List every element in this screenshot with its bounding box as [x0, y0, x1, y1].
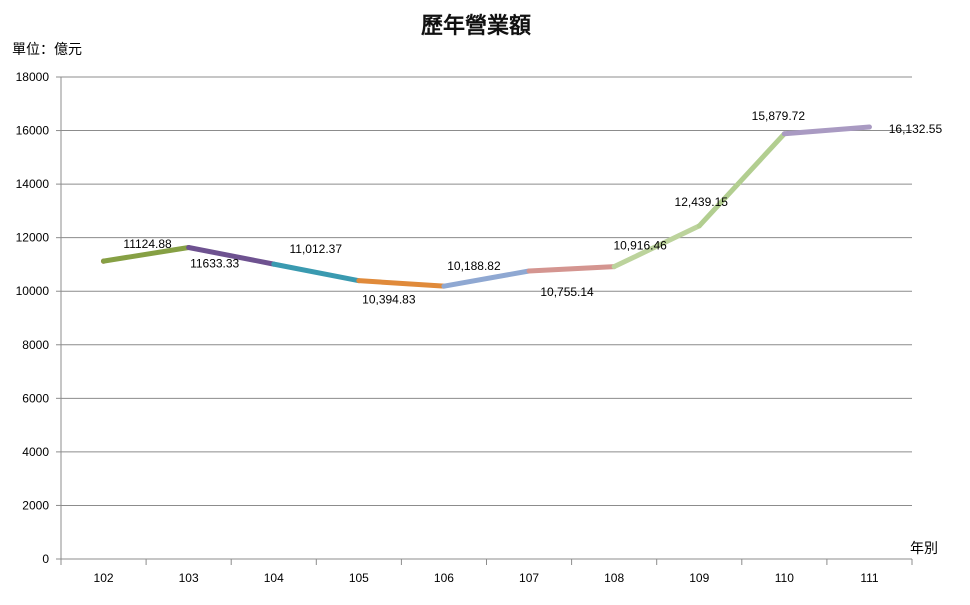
data-label: 10,916.46: [613, 239, 667, 253]
y-tick-label: 4000: [22, 445, 49, 459]
data-label: 12,439.15: [675, 195, 729, 209]
x-tick-label: 104: [264, 571, 284, 585]
y-tick-label: 10000: [16, 284, 50, 298]
data-label: 10,188.82: [447, 259, 501, 273]
x-tick-label: 110: [775, 571, 794, 585]
x-axis-label: 年別: [910, 541, 938, 557]
x-tick-label: 111: [860, 571, 879, 585]
chart-title: 歷年營業額: [421, 13, 531, 39]
line-segment: [441, 268, 532, 289]
revenue-series: [100, 124, 872, 289]
y-tick-label: 18000: [16, 70, 50, 84]
x-tick-label: 105: [349, 571, 369, 585]
y-tick-label: 8000: [22, 338, 49, 352]
line-segment: [186, 244, 277, 267]
y-tick-label: 6000: [22, 391, 49, 405]
y-axis-unit-label: 單位：億元: [12, 42, 82, 58]
line-segment: [696, 131, 787, 229]
x-tick-label: 107: [519, 571, 539, 585]
line-segment: [356, 278, 447, 289]
x-tick-label: 102: [94, 571, 114, 585]
data-label: 11,012.37: [290, 242, 343, 256]
line-segment: [611, 223, 702, 270]
line-segment: [526, 264, 617, 274]
data-label: 10,755.14: [540, 285, 594, 299]
x-tick-label: 103: [179, 571, 199, 585]
line-segment: [101, 244, 192, 264]
y-tick-label: 12000: [16, 231, 50, 245]
y-tick-label: 2000: [22, 498, 49, 512]
data-label: 11633.33: [190, 256, 239, 270]
data-labels: 11124.88 11633.33 11,012.37 10,394.83 10,188…: [123, 109, 942, 307]
line-segment: [271, 261, 362, 284]
x-tick-label: 109: [689, 571, 709, 585]
gridlines: [61, 76, 912, 506]
line-segment: [781, 124, 872, 137]
x-tick-labels: 102 103 104 105 106 107 108 109 110 111: [94, 571, 879, 585]
data-label: 16,132.55: [889, 122, 943, 136]
y-tick-label: 16000: [16, 124, 50, 138]
axes: [56, 76, 913, 565]
y-tick-label: 14000: [16, 177, 50, 191]
data-label: 15,879.72: [752, 109, 806, 123]
data-label: 10,394.83: [362, 293, 416, 307]
y-tick-labels: 0 2000 4000 6000 8000 10000 12000 14000 16000 180…: [16, 70, 50, 566]
y-tick-label: 0: [42, 552, 49, 566]
x-tick-label: 106: [434, 571, 454, 585]
data-label: 11124.88: [123, 237, 172, 251]
x-tick-label: 108: [604, 571, 624, 585]
